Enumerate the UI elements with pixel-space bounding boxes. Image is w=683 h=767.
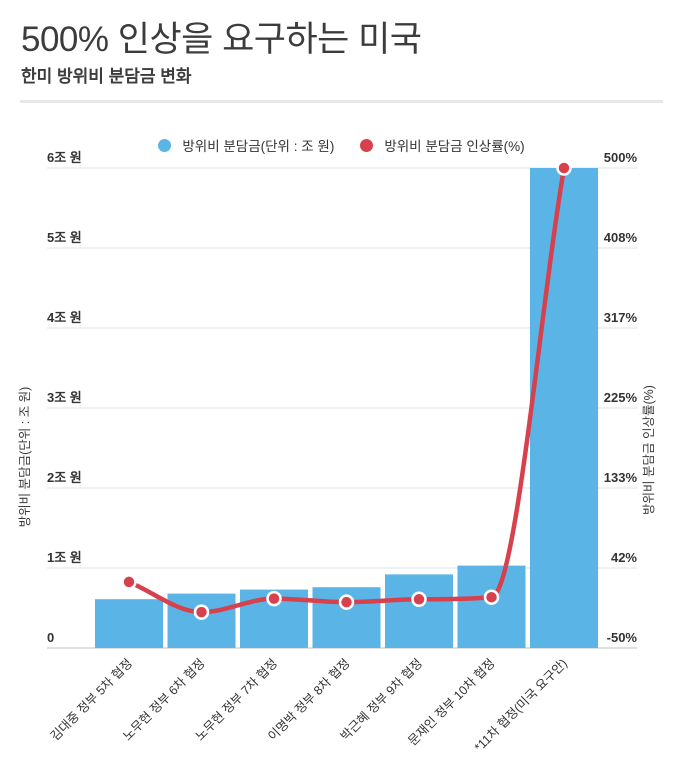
line-point bbox=[193, 604, 210, 620]
x-category-label: 박근혜 정부 9차 협정 bbox=[338, 656, 425, 743]
line-point bbox=[411, 591, 427, 608]
bar bbox=[167, 593, 236, 648]
left-axis-title: 방위비 분담금(단위 : 조 원) bbox=[18, 387, 32, 528]
legend-label: 방위비 분담금(단위 : 조 원) bbox=[182, 139, 335, 154]
left-axis-tick-label: 3조 원 bbox=[47, 390, 82, 405]
legend-item-bar-series: 방위비 분담금(단위 : 조 원) bbox=[158, 135, 334, 155]
right-axis-tick-label: 42% bbox=[611, 550, 637, 565]
left-axis-tick-label: 5조 원 bbox=[47, 230, 82, 245]
rate-line bbox=[126, 165, 567, 615]
left-axis-tick-label: 0 bbox=[47, 630, 54, 645]
legend-dot-blue-icon bbox=[158, 138, 172, 152]
bar bbox=[385, 574, 453, 648]
legend-dot-red-icon bbox=[360, 138, 374, 152]
x-category-label: 김대중 정부 5차 협정 bbox=[48, 656, 135, 743]
bar bbox=[95, 599, 163, 648]
right-axis-tick-label: -50% bbox=[607, 630, 638, 645]
right-axis-tick-label: 500% bbox=[604, 150, 638, 165]
bar bbox=[457, 565, 526, 648]
left-axis-tick-label: 2조 원 bbox=[47, 470, 82, 485]
right-axis-tick-label: 225% bbox=[604, 390, 638, 405]
bar bbox=[530, 168, 598, 648]
line-point bbox=[121, 574, 137, 590]
legend-label: 방위비 분담금 인상률(%) bbox=[384, 139, 525, 154]
line-point bbox=[556, 160, 572, 176]
line-point bbox=[338, 594, 355, 610]
right-axis-tick-label: 317% bbox=[604, 310, 638, 325]
x-category-label: 이명박 정부 8차 협정 bbox=[265, 656, 352, 743]
left-axis-tick-label: 6조 원 bbox=[47, 150, 82, 165]
line-point bbox=[483, 589, 500, 605]
page-subtitle: 한미 방위비 분담금 변화 bbox=[21, 67, 192, 86]
header-divider bbox=[20, 100, 663, 103]
chart-legend: 방위비 분담금(단위 : 조 원) 방위비 분담금 인상률(%) bbox=[0, 136, 683, 154]
legend-item-line-series: 방위비 분담금 인상률(%) bbox=[360, 135, 525, 155]
right-axis-tick-label: 133% bbox=[604, 470, 638, 485]
left-axis-tick-label: 1조 원 bbox=[47, 550, 82, 565]
right-axis-title: 방위비 분담금 인상률(%) bbox=[642, 385, 656, 515]
x-category-label: 노무현 정부 7차 협정 bbox=[193, 656, 280, 743]
left-axis-tick-label: 4조 원 bbox=[47, 310, 82, 325]
page-title: 500% 인상을 요구하는 미국 bbox=[21, 20, 422, 59]
x-category-label: 노무현 정부 6차 협정 bbox=[120, 656, 207, 743]
right-axis-tick-label: 408% bbox=[604, 230, 638, 245]
line-point bbox=[266, 590, 282, 607]
